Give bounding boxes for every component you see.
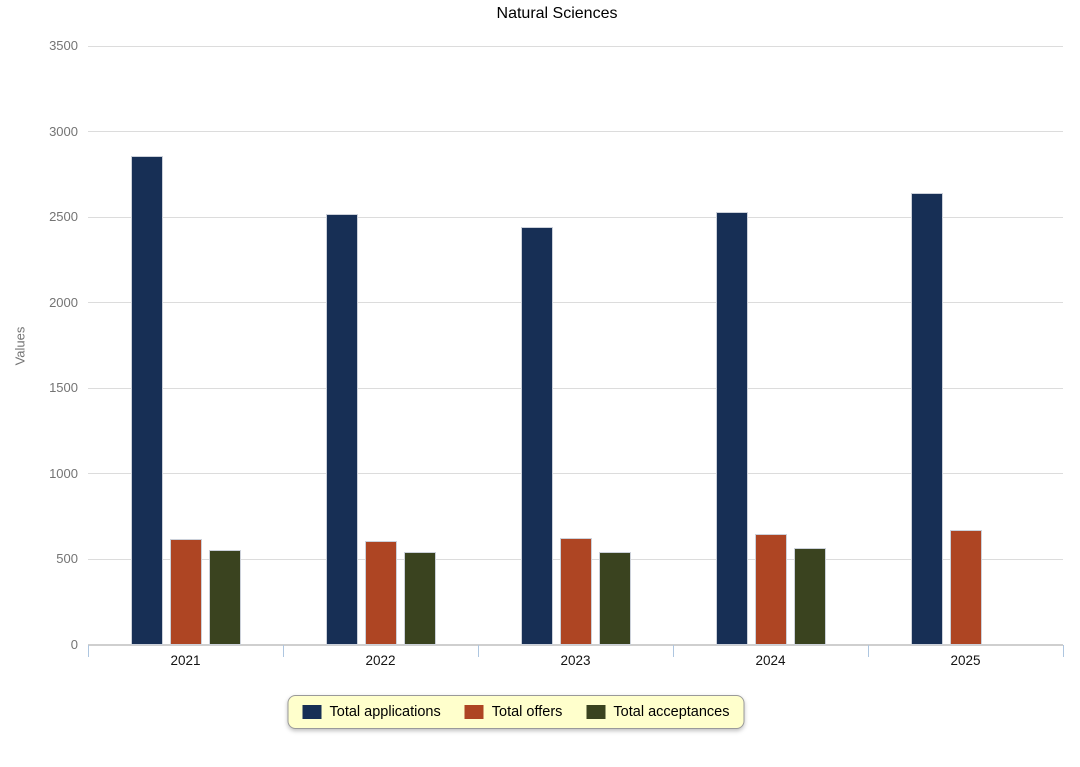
bar-total-offers-2022 (365, 541, 397, 645)
chart-title: Natural Sciences (496, 5, 618, 22)
legend-swatch-total-acceptances (586, 705, 606, 719)
bar-total-acceptances-2024 (794, 548, 826, 645)
x-axis-tick (673, 645, 674, 657)
bar-total-offers-2024 (755, 534, 787, 645)
bar-total-acceptances-2022 (404, 552, 436, 645)
y-tick-label-0: 0 (70, 637, 78, 652)
gridline-1000 (88, 473, 1063, 475)
bar-total-offers-2021 (170, 539, 202, 645)
gridline-2500 (88, 216, 1063, 218)
bar-total-applications-2025 (911, 193, 943, 645)
gridline-1500 (88, 387, 1063, 389)
legend-item-total-applications: Total applications (302, 704, 441, 720)
y-tick-label-1500: 1500 (49, 380, 78, 396)
x-tick-label-2024: 2024 (755, 653, 786, 668)
bar-total-applications-2022 (326, 214, 358, 645)
gridline-3500 (88, 45, 1063, 47)
x-axis-tick (1063, 645, 1064, 657)
legend-swatch-total-applications (302, 705, 322, 719)
gridline-3000 (88, 131, 1063, 133)
bar-total-offers-2025 (950, 530, 982, 645)
legend-item-total-offers: Total offers (464, 704, 563, 720)
y-axis-title: Values (12, 326, 28, 366)
bar-total-offers-2023 (560, 538, 592, 645)
y-tick-label-3000: 3000 (49, 123, 78, 139)
x-tick-label-2025: 2025 (950, 653, 981, 668)
y-tick-label-2000: 2000 (49, 294, 78, 310)
legend-item-total-acceptances: Total acceptances (586, 704, 730, 720)
legend-swatch-total-offers (464, 705, 484, 719)
bar-total-applications-2024 (716, 212, 748, 645)
x-axis-line (88, 644, 1063, 646)
x-axis-tick (88, 645, 89, 657)
bar-total-acceptances-2021 (209, 550, 241, 645)
x-tick-label-2022: 2022 (365, 653, 396, 668)
y-tick-label-1000: 1000 (49, 465, 78, 481)
x-tick-label-2023: 2023 (560, 653, 591, 668)
y-tick-label-3500: 3500 (49, 38, 78, 53)
x-axis-tick (478, 645, 479, 657)
x-axis-tick (283, 645, 284, 657)
legend-label-total-offers: Total offers (491, 704, 563, 720)
gridline-2000 (88, 302, 1063, 304)
bar-total-acceptances-2023 (599, 552, 631, 645)
y-tick-label-2500: 2500 (49, 209, 78, 225)
x-tick-label-2021: 2021 (170, 653, 201, 668)
legend-label-total-applications: Total applications (329, 704, 441, 720)
bar-total-applications-2021 (131, 156, 163, 645)
bar-total-applications-2023 (521, 227, 553, 645)
legend-label-total-acceptances: Total acceptances (613, 704, 730, 720)
y-tick-label-500: 500 (56, 551, 78, 567)
chart-legend: Total applications Total offers Total ac… (287, 695, 745, 729)
x-axis-tick (868, 645, 869, 657)
